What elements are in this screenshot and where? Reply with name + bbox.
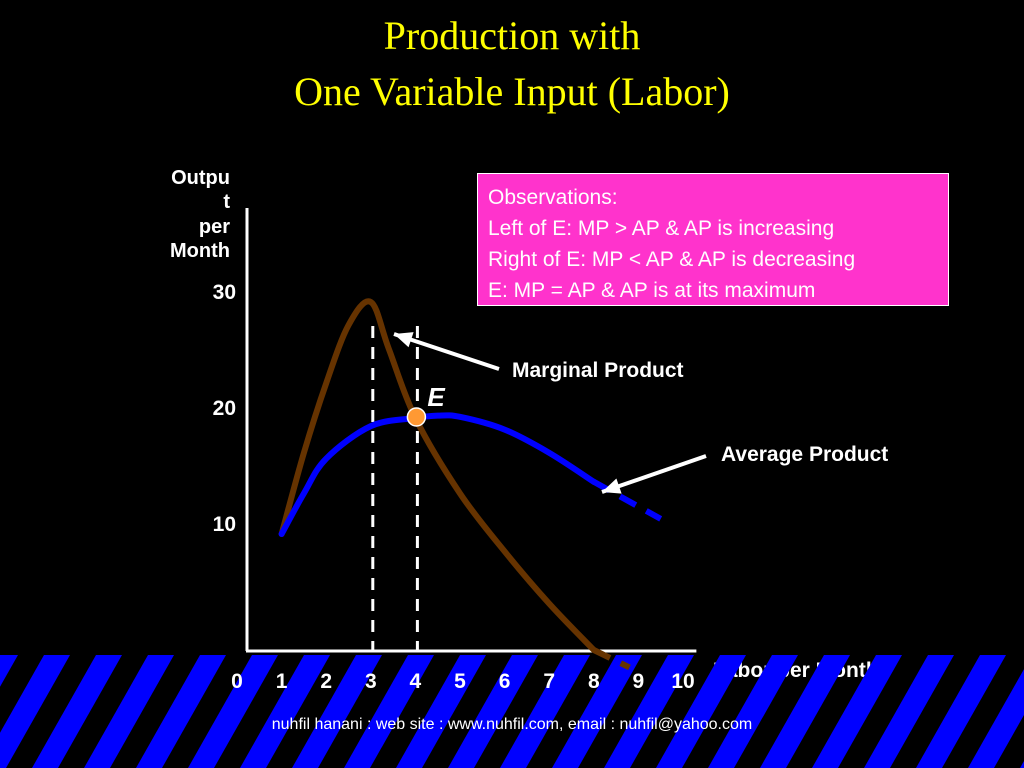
stripe <box>84 655 174 768</box>
stripe <box>708 655 798 768</box>
observation-line: E: MP = AP & AP is at its maximum <box>488 279 816 302</box>
y-axis-label-line-2: t <box>223 191 230 214</box>
observation-line: Right of E: MP < AP & AP is decreasing <box>488 248 856 271</box>
x-tick-label: 5 <box>454 670 466 693</box>
background-stripes <box>0 655 1024 768</box>
average-product-arrow-shaft <box>601 454 707 494</box>
stripe <box>0 655 70 768</box>
observations-box: Observations: Left of E: MP > AP & AP is… <box>477 173 949 306</box>
title-line-1: Production with <box>383 13 641 58</box>
marginal-product-dashed-extension <box>592 647 631 671</box>
y-axis-label: Outpu t per Month <box>140 166 230 264</box>
x-tick-label: 1 <box>276 670 288 693</box>
stripe <box>240 655 330 768</box>
y-tick-label: 30 <box>213 281 236 304</box>
stripe <box>760 655 850 768</box>
x-tick-label: 9 <box>633 670 645 693</box>
marginal-product-curve <box>278 298 597 653</box>
stripe <box>0 655 18 687</box>
y-tick-label: 20 <box>213 397 236 420</box>
x-tick-label: 0 <box>231 670 243 693</box>
stripe <box>32 655 122 768</box>
observation-line: Left of E: MP > AP & AP is increasing <box>488 217 835 240</box>
y-axis-label-line-4: Month <box>170 240 230 263</box>
x-tick-label: 6 <box>499 670 511 693</box>
average-product-curve <box>278 412 597 537</box>
x-tick-label: 10 <box>671 670 694 693</box>
average-product-dashed-extension <box>592 479 663 522</box>
average-product-arrow-head <box>602 478 622 494</box>
footer-credit: nuhfil hanani : web site : www.nuhfil.co… <box>271 716 753 733</box>
stripe <box>552 655 642 768</box>
y-axis-label-line-3: per <box>198 215 230 238</box>
stripe <box>500 655 590 768</box>
stripe <box>448 655 538 768</box>
point-e-label: E <box>427 382 445 412</box>
x-tick-label: 2 <box>320 670 332 693</box>
marginal-product-label: Marginal Product <box>512 359 684 382</box>
stripe <box>1020 760 1024 768</box>
marginal-product-arrow-shaft <box>393 332 500 371</box>
stripe <box>344 655 434 768</box>
marginal-product-arrow-head <box>394 332 414 348</box>
stripe <box>188 655 278 768</box>
stripe <box>968 669 1024 768</box>
y-axis-label-line-1: Outpu <box>171 167 230 189</box>
stripe <box>812 655 902 768</box>
stripe <box>604 655 694 768</box>
stripe <box>916 655 1006 768</box>
x-tick-label: 4 <box>410 670 422 693</box>
point-e-marker <box>406 407 427 427</box>
average-product-label: Average Product <box>721 443 889 466</box>
y-tick-label: 10 <box>213 513 236 536</box>
stripe <box>396 655 486 768</box>
stripe <box>656 655 746 768</box>
x-tick-label: 8 <box>588 670 600 693</box>
title-line-2: One Variable Input (Labor) <box>294 69 730 114</box>
x-tick-label: 7 <box>543 670 555 693</box>
stripe <box>864 655 954 768</box>
stripe <box>136 655 226 768</box>
stripe <box>292 655 382 768</box>
observations-header: Observations: <box>488 186 618 209</box>
x-tick-label: 3 <box>365 670 377 693</box>
